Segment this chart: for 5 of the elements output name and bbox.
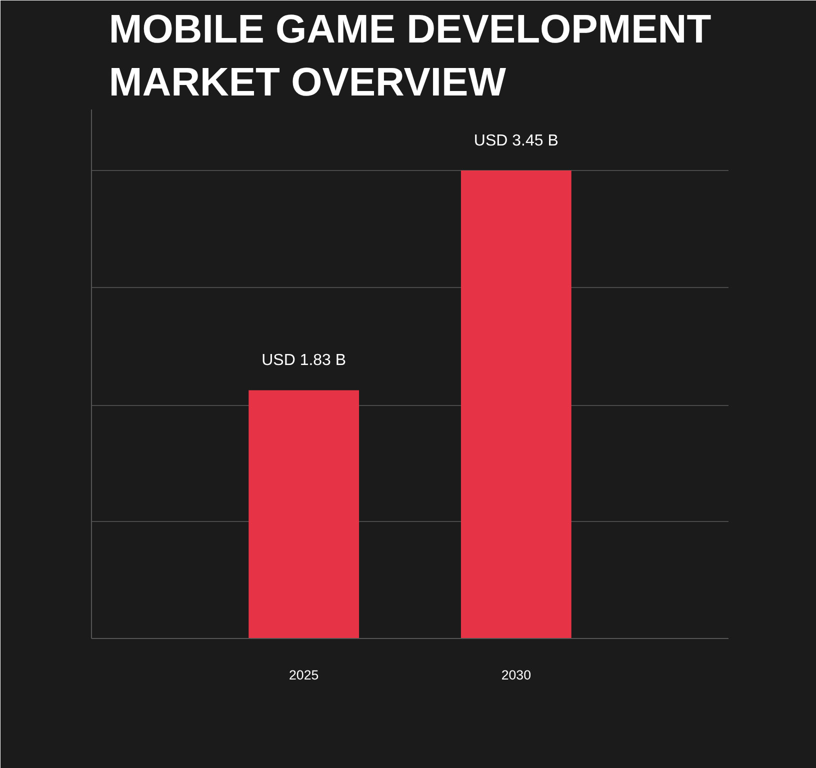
data-label: USD 3.45 B [474,132,558,150]
x-tick-label: 2025 [289,668,319,682]
data-label: USD 1.83 B [262,352,346,370]
x-tick-label: 2030 [501,668,531,682]
chart-title: MOBILE GAME DEVELOPMENT MARKET OVERVIEW [108,8,712,104]
